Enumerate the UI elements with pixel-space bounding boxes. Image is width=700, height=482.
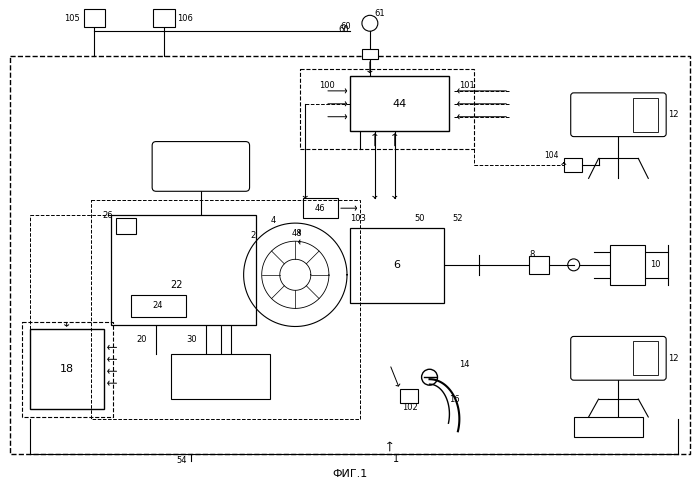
FancyBboxPatch shape — [570, 93, 666, 136]
Text: 6: 6 — [393, 260, 400, 270]
Text: 106: 106 — [177, 14, 193, 23]
Bar — [529, 256, 549, 274]
Bar — [92, 200, 360, 419]
Text: 102: 102 — [402, 402, 417, 412]
Bar — [171, 354, 270, 399]
Text: 2: 2 — [251, 230, 256, 240]
Bar — [362, 49, 378, 59]
Bar — [153, 9, 175, 27]
Bar — [10, 56, 690, 454]
Bar — [132, 295, 186, 317]
Text: 50: 50 — [414, 214, 425, 223]
Text: 8: 8 — [529, 251, 534, 259]
Bar — [564, 159, 582, 173]
Text: 46: 46 — [315, 204, 326, 213]
Text: ФИГ.1: ФИГ.1 — [332, 469, 368, 479]
Bar — [610, 245, 645, 285]
Text: 20: 20 — [136, 335, 147, 344]
Bar — [111, 215, 256, 324]
Bar — [83, 9, 106, 27]
Text: 103: 103 — [350, 214, 366, 223]
Bar — [116, 218, 136, 234]
Text: 60: 60 — [340, 22, 351, 31]
Text: 48: 48 — [292, 228, 302, 238]
Text: 10: 10 — [650, 260, 661, 269]
Bar — [300, 69, 475, 148]
Text: 101: 101 — [459, 81, 475, 91]
Bar — [400, 389, 418, 403]
Text: 52: 52 — [452, 214, 463, 223]
Bar — [634, 98, 658, 132]
Text: 16: 16 — [449, 395, 460, 403]
Text: 12: 12 — [668, 354, 679, 363]
Bar — [574, 417, 643, 437]
Bar — [634, 341, 658, 375]
Text: 26: 26 — [103, 211, 113, 220]
Text: 44: 44 — [393, 99, 407, 109]
Text: 18: 18 — [60, 364, 74, 374]
Text: 30: 30 — [186, 335, 197, 344]
Text: 22: 22 — [170, 280, 182, 290]
Bar — [303, 198, 338, 218]
Text: 105: 105 — [64, 14, 80, 23]
FancyBboxPatch shape — [570, 336, 666, 380]
Text: 12: 12 — [668, 110, 679, 119]
Text: 100: 100 — [319, 81, 335, 91]
Text: 54: 54 — [176, 456, 186, 465]
Bar — [30, 330, 104, 409]
Text: 60: 60 — [338, 25, 349, 34]
Text: 1: 1 — [393, 454, 399, 464]
Bar — [350, 228, 444, 303]
Text: 104: 104 — [545, 151, 559, 160]
Text: 14: 14 — [459, 360, 470, 369]
Text: 61: 61 — [375, 9, 386, 18]
Text: 24: 24 — [153, 301, 163, 310]
FancyBboxPatch shape — [152, 142, 250, 191]
Bar — [22, 321, 113, 417]
Text: 4: 4 — [270, 215, 276, 225]
Bar — [350, 76, 449, 131]
